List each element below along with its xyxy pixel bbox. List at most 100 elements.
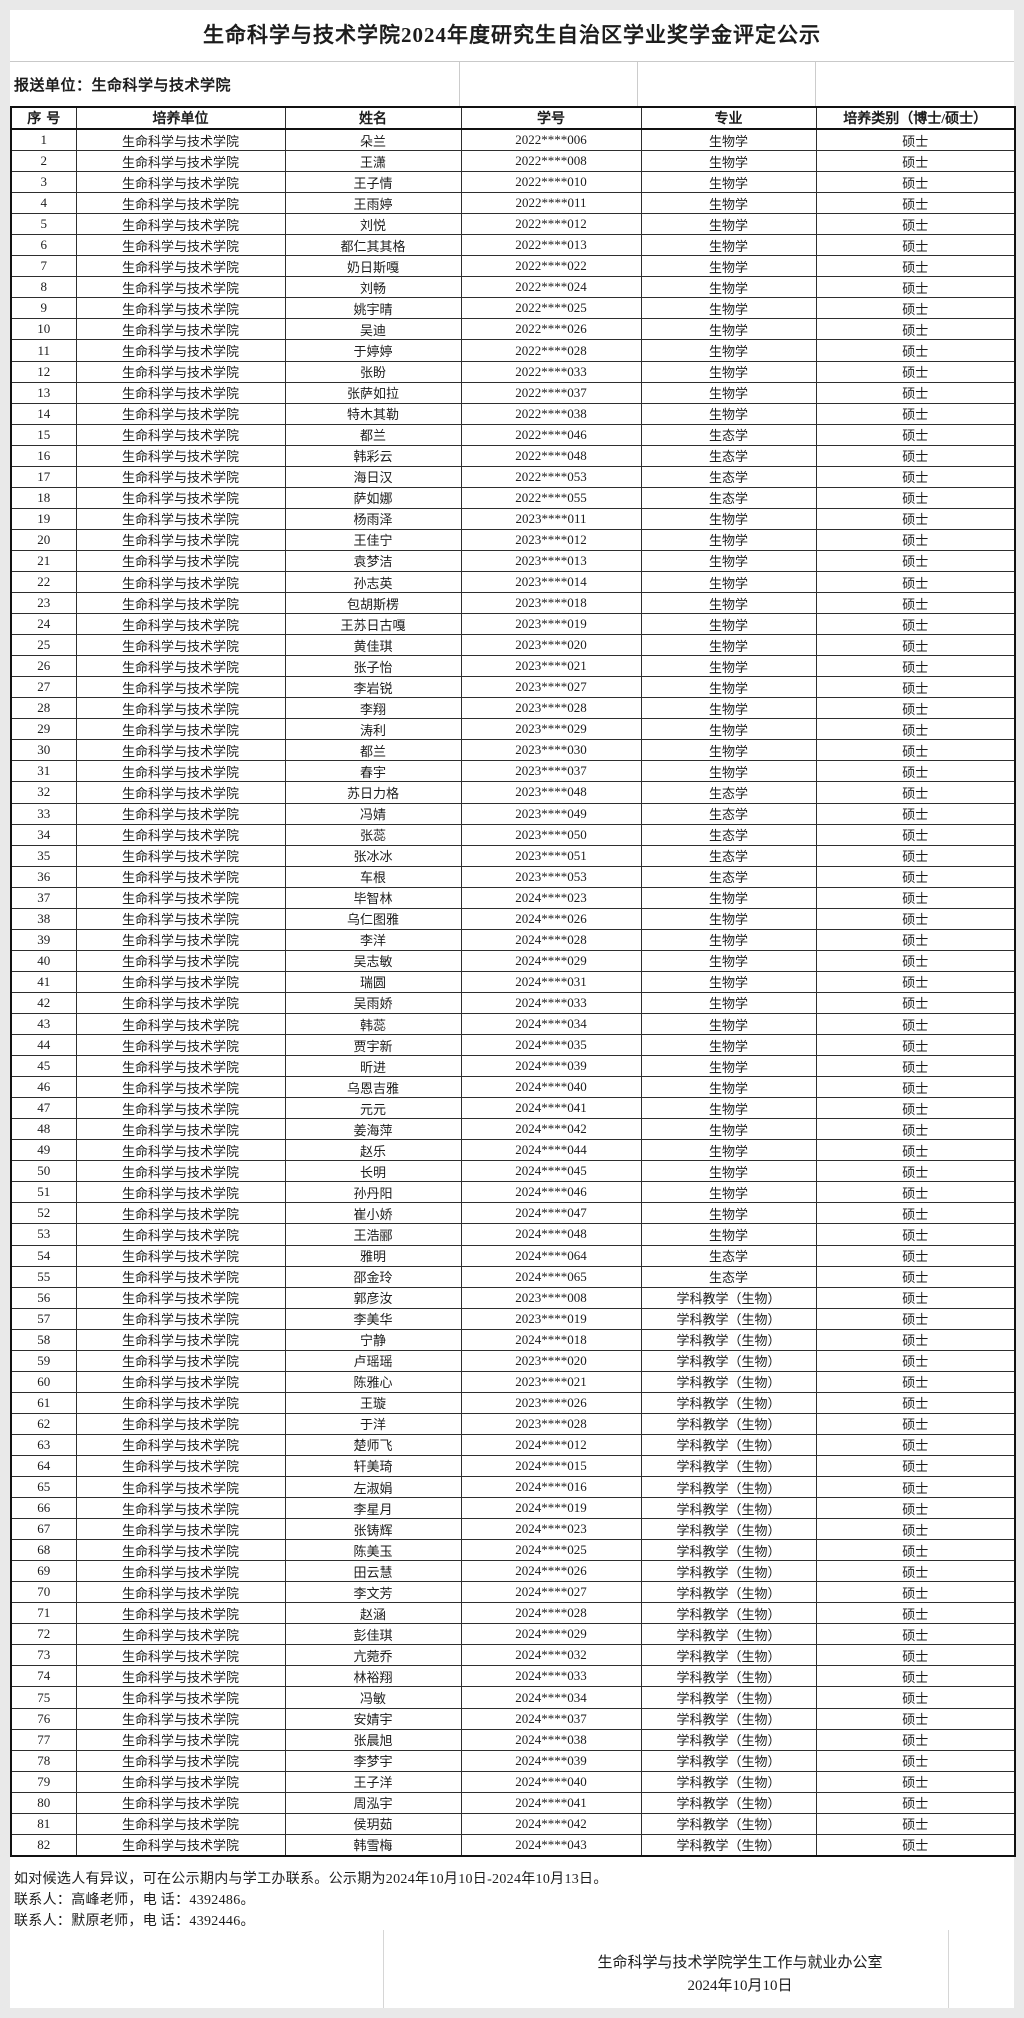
cell-no: 22 [10,570,77,594]
contact-line-2: 联系人：默原老师，电 话：4392446。 [14,1914,255,1929]
table-row: 49 生命科学与技术学院 赵乐 2024****044 生物学 硕士 [10,1139,1016,1162]
cell-unit: 生命科学与技术学院 [75,1602,286,1625]
col-header-no: 序号 [10,106,77,130]
table-row: 58 生命科学与技术学院 宁静 2024****018 学科教学（生物） 硕士 [10,1328,1016,1351]
table-row: 5 生命科学与技术学院 刘悦 2022****012 生物学 硕士 [10,213,1016,236]
cell-id: 2024****028 [460,1602,642,1625]
cell-major: 生态学 [640,465,817,488]
cell-no: 39 [10,928,77,951]
table-row: 24 生命科学与技术学院 王苏日古嘎 2023****019 生物学 硕士 [10,613,1016,636]
cell-degree: 硕士 [815,1518,1016,1541]
table-row: 33 生命科学与技术学院 冯婧 2023****049 生态学 硕士 [10,802,1016,825]
cell-no: 54 [10,1244,77,1267]
cell-unit: 生命科学与技术学院 [75,1012,286,1036]
cell-degree: 硕士 [815,655,1016,678]
cell-unit: 生命科学与技术学院 [75,655,286,678]
cell-name: 田云慧 [284,1560,462,1583]
cell-major: 生态学 [640,423,817,446]
cell-name: 朵兰 [284,128,462,152]
cell-degree: 硕士 [815,844,1016,867]
cell-id: 2024****065 [460,1265,642,1288]
col-header-major: 专业 [640,106,817,130]
cell-name: 左淑娟 [284,1476,462,1499]
cell-degree: 硕士 [815,1244,1016,1267]
cell-degree: 硕士 [815,1202,1016,1225]
cell-name: 毕智林 [284,886,462,909]
report-unit-value: 生命科学与技术学院 [91,77,232,94]
table-row: 72 生命科学与技术学院 彭佳琪 2024****029 学科教学（生物） 硕士 [10,1623,1016,1646]
cell-unit: 生命科学与技术学院 [75,1139,286,1162]
cell-major: 学科教学（生物） [640,1707,817,1730]
cell-no: 12 [10,360,77,383]
cell-major: 学科教学（生物） [640,1539,817,1562]
cell-degree: 硕士 [815,760,1016,783]
cell-degree: 硕士 [815,739,1016,762]
cell-id: 2024****032 [460,1644,642,1667]
table-row: 3 生命科学与技术学院 王子情 2022****010 生物学 硕士 [10,171,1016,194]
cell-degree: 硕士 [815,1770,1016,1793]
cell-id: 2023****018 [460,592,642,615]
cell-no: 35 [10,844,77,867]
cell-degree: 硕士 [815,1454,1016,1478]
cell-degree: 硕士 [815,1391,1016,1414]
scholarship-roster-table: 序号 培养单位 姓名 学号 专业 培养类别（博士/硕士） 1 生命科学与技术学院 朵兰 2022… [10,106,1016,1857]
cell-degree: 硕士 [815,1139,1016,1162]
cell-no: 61 [10,1391,77,1414]
cell-major: 生物学 [640,528,817,551]
cell-no: 8 [10,276,77,299]
cell-degree: 硕士 [815,613,1016,636]
cell-unit: 生命科学与技术学院 [75,634,286,657]
table-row: 60 生命科学与技术学院 陈雅心 2023****021 学科教学（生物） 硕士 [10,1370,1016,1393]
cell-name: 李梦宇 [284,1749,462,1772]
cell-id: 2023****048 [460,781,642,804]
cell-unit: 生命科学与技术学院 [75,318,286,341]
cell-degree: 硕士 [815,949,1016,972]
cell-degree: 硕士 [815,339,1016,362]
gridline-vertical [815,62,816,106]
cell-unit: 生命科学与技术学院 [75,739,286,762]
cell-id: 2023****053 [460,865,642,888]
cell-degree: 硕士 [815,549,1016,573]
cell-no: 55 [10,1265,77,1288]
contact-line-1: 联系人：高峰老师，电 话：4392486。 [14,1893,255,1908]
cell-major: 学科教学（生物） [640,1686,817,1709]
cell-id: 2024****023 [460,1518,642,1541]
cell-id: 2024****044 [460,1139,642,1162]
cell-degree: 硕士 [815,171,1016,194]
cell-major: 学科教学（生物） [640,1560,817,1583]
cell-no: 47 [10,1097,77,1120]
cell-unit: 生命科学与技术学院 [75,1707,286,1730]
cell-id: 2022****011 [460,192,642,215]
cell-name: 张蕊 [284,823,462,846]
cell-no: 76 [10,1707,77,1730]
cell-name: 吴志敏 [284,949,462,972]
cell-unit: 生命科学与技术学院 [75,697,286,720]
gridline-vertical [948,1930,949,2008]
cell-unit: 生命科学与技术学院 [75,1118,286,1141]
table-row: 44 生命科学与技术学院 贾宇新 2024****035 生物学 硕士 [10,1034,1016,1057]
cell-no: 56 [10,1286,77,1309]
cell-degree: 硕士 [815,1749,1016,1772]
cell-no: 26 [10,655,77,678]
table-row: 77 生命科学与技术学院 张晨旭 2024****038 学科教学（生物） 硕士 [10,1728,1016,1751]
table-row: 50 生命科学与技术学院 长明 2024****045 生物学 硕士 [10,1160,1016,1183]
table-row: 18 生命科学与技术学院 萨如娜 2022****055 生态学 硕士 [10,486,1016,509]
cell-degree: 硕士 [815,150,1016,173]
cell-unit: 生命科学与技术学院 [75,823,286,846]
cell-name: 张晨旭 [284,1728,462,1751]
cell-major: 生态学 [640,844,817,867]
cell-id: 2024****033 [460,1665,642,1688]
cell-id: 2024****037 [460,1707,642,1730]
cell-id: 2024****038 [460,1728,642,1751]
table-row: 56 生命科学与技术学院 郭彦汝 2023****008 学科教学（生物） 硕士 [10,1286,1016,1309]
table-row: 14 生命科学与技术学院 特木其勒 2022****038 生物学 硕士 [10,402,1016,425]
gridline-vertical [459,62,460,106]
cell-name: 赵乐 [284,1139,462,1162]
cell-id: 2024****025 [460,1539,642,1562]
cell-no: 28 [10,697,77,720]
cell-name: 冯敏 [284,1686,462,1709]
cell-name: 李美华 [284,1307,462,1330]
cell-degree: 硕士 [815,381,1016,404]
cell-no: 49 [10,1139,77,1162]
cell-unit: 生命科学与技术学院 [75,1223,286,1246]
